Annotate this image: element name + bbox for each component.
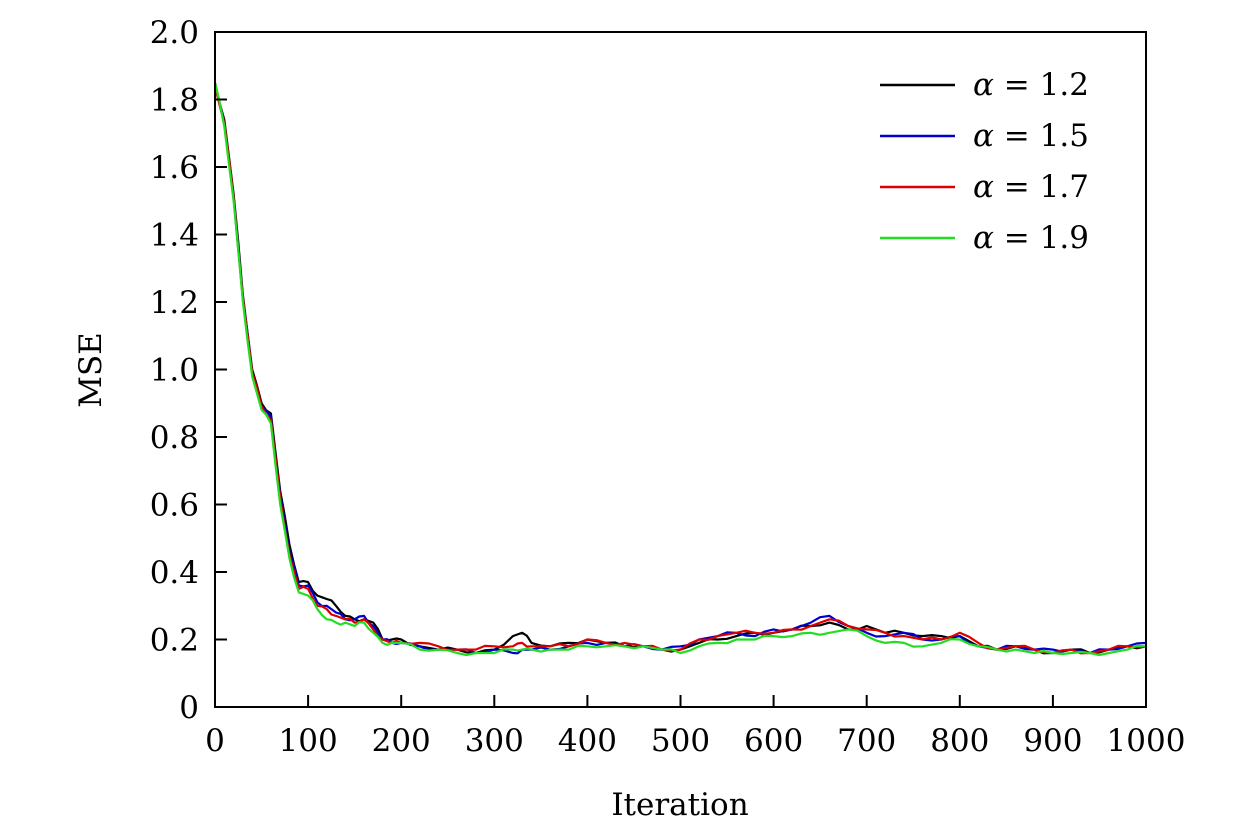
x-tick-label: 800: [930, 723, 989, 759]
x-tick-label: 400: [558, 723, 617, 759]
y-tick-label: 1.6: [150, 150, 199, 186]
legend-value: = 1.9: [994, 220, 1089, 256]
legend-value: = 1.2: [994, 67, 1089, 103]
legend-alpha-symbol: α: [973, 118, 994, 154]
series-layer: [213, 82, 1147, 657]
y-tick-label: 0.4: [150, 555, 199, 591]
y-tick-label: 1.8: [150, 83, 199, 119]
x-tick-label: 300: [465, 723, 524, 759]
y-axis-title: MSE: [73, 332, 109, 408]
x-tick-label: 200: [372, 723, 431, 759]
y-tick-label: 0.8: [150, 420, 199, 456]
x-axis-title: Iteration: [611, 787, 748, 823]
legend-alpha-symbol: α: [973, 169, 994, 205]
series-line-3: [213, 85, 1147, 655]
series-line-4: [213, 82, 1147, 657]
y-tick-label: 0.2: [150, 623, 199, 659]
x-tick-label: 700: [837, 723, 896, 759]
legend-value: = 1.5: [994, 118, 1089, 154]
legend-alpha-symbol: α: [973, 67, 994, 103]
legend-value: = 1.7: [994, 169, 1089, 205]
x-tick-label: 500: [651, 723, 710, 759]
x-tick-label: 0: [205, 723, 225, 759]
y-tick-label: 1.4: [150, 218, 199, 254]
y-tick-label: 0: [179, 690, 199, 726]
x-tick-label: 100: [279, 723, 338, 759]
y-tick-label: 0.6: [150, 488, 199, 524]
plot-area: [215, 32, 1146, 707]
legend-label-3: α = 1.7: [973, 169, 1089, 205]
x-tick-label: 900: [1023, 723, 1082, 759]
x-tick-label: 1000: [1107, 723, 1186, 759]
legend-alpha-symbol: α: [973, 220, 994, 256]
legend-label-1: α = 1.2: [973, 67, 1089, 103]
y-tick-label: 1.2: [150, 285, 199, 321]
x-tick-label: 600: [744, 723, 803, 759]
legend-label-2: α = 1.5: [973, 118, 1089, 154]
y-tick-label: 2.0: [150, 15, 199, 51]
legend-label-4: α = 1.9: [973, 220, 1089, 256]
tick-layer: 0 100 200 300 400 500 600 700 800 900 1000 0 0.2 0.4 0…: [150, 15, 1186, 759]
y-tick-label: 1.0: [150, 353, 199, 389]
legend: α = 1.2α = 1.5α = 1.7α = 1.9: [880, 67, 1089, 256]
